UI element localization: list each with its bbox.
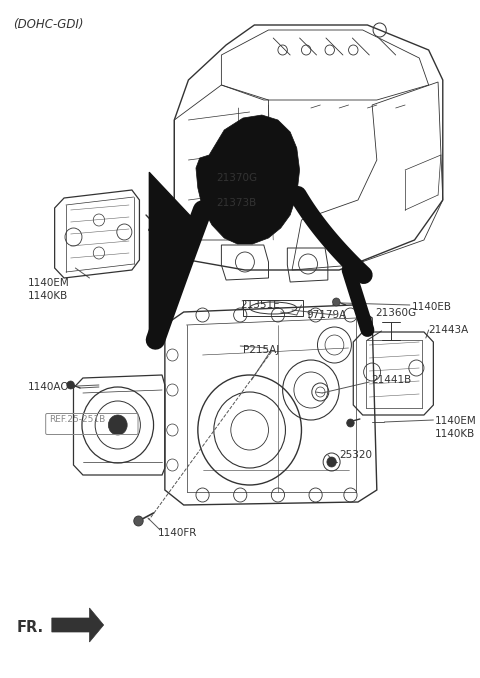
Text: P215AJ: P215AJ (243, 345, 279, 355)
Circle shape (67, 381, 74, 389)
Text: 1140KB: 1140KB (28, 291, 69, 301)
Text: 21373B: 21373B (216, 198, 257, 208)
Text: 25320: 25320 (339, 450, 372, 460)
Circle shape (108, 415, 127, 435)
Circle shape (333, 298, 340, 306)
Text: 21351E: 21351E (240, 300, 280, 310)
Text: 21443A: 21443A (429, 325, 469, 335)
Text: 21370G: 21370G (216, 173, 258, 183)
Polygon shape (52, 608, 104, 642)
Text: 1140EM: 1140EM (435, 416, 477, 426)
Text: FR.: FR. (17, 620, 44, 635)
Text: (DOHC-GDI): (DOHC-GDI) (13, 18, 84, 31)
Circle shape (347, 419, 354, 427)
Text: 97179A: 97179A (306, 310, 347, 320)
Text: REF.25-251B: REF.25-251B (49, 415, 105, 424)
Text: 21360G: 21360G (375, 308, 416, 318)
Text: 1140AO: 1140AO (28, 382, 70, 392)
Text: 1140EM: 1140EM (28, 278, 70, 288)
Polygon shape (196, 115, 300, 244)
Text: 21441B: 21441B (371, 375, 411, 385)
Text: 1140FR: 1140FR (158, 528, 198, 538)
Circle shape (134, 516, 143, 526)
Text: 1140EB: 1140EB (412, 302, 452, 312)
Circle shape (327, 457, 336, 467)
Text: 1140KB: 1140KB (435, 429, 476, 439)
